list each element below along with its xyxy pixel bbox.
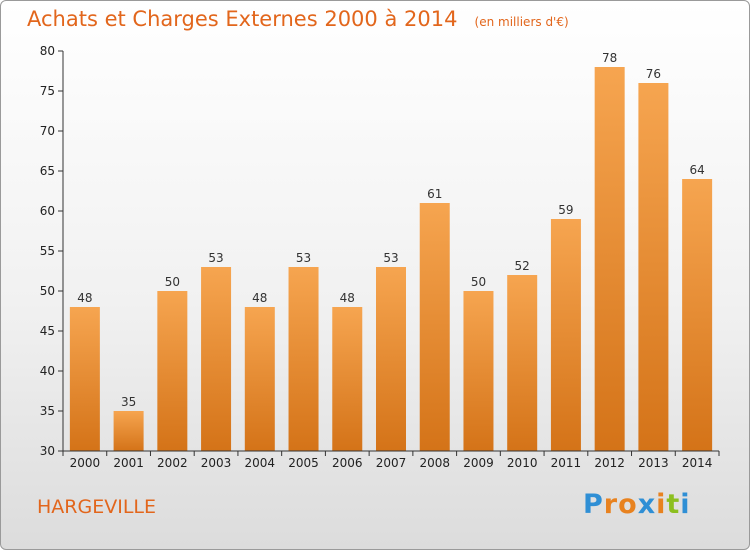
- x-tick-label-2011: 2011: [551, 456, 582, 470]
- bar-2010: [507, 275, 538, 451]
- y-tick-label: 35: [40, 404, 55, 418]
- logo-letter: t: [666, 489, 681, 520]
- logo-letter: i: [680, 489, 691, 520]
- bar-2009: [463, 291, 494, 451]
- bar-2001: [113, 411, 144, 451]
- bar-2005: [288, 267, 319, 451]
- bar-2008: [419, 203, 450, 451]
- bar-2003: [201, 267, 232, 451]
- bar-2013: [638, 83, 669, 451]
- data-label-2008: 61: [427, 187, 442, 201]
- x-tick-label-2006: 2006: [332, 456, 363, 470]
- y-tick-label: 45: [40, 324, 55, 338]
- y-tick-label: 30: [40, 444, 55, 458]
- chart-header: Achats et Charges Externes 2000 à 2014 (…: [27, 7, 569, 31]
- data-label-2006: 48: [340, 291, 355, 305]
- x-tick-label-2014: 2014: [682, 456, 713, 470]
- x-tick-label-2009: 2009: [463, 456, 494, 470]
- bars: 48 35 50 53 48 53 48 53 61 50 52 59 78 76 64: [69, 51, 713, 451]
- data-label-2011: 59: [558, 203, 573, 217]
- logo-letter: r: [603, 489, 619, 520]
- y-tick-label: 55: [40, 244, 55, 258]
- data-label-2001: 35: [121, 395, 136, 409]
- bar-2002: [157, 291, 188, 451]
- x-tick-label-2008: 2008: [419, 456, 450, 470]
- chart-title: Achats et Charges Externes 2000 à 2014: [27, 7, 458, 31]
- bar-2014: [682, 179, 713, 451]
- bar-2004: [244, 307, 275, 451]
- y-tick-label: 65: [40, 164, 55, 178]
- data-label-2003: 53: [208, 251, 223, 265]
- data-label-2013: 76: [646, 67, 661, 81]
- logo-letter: o: [618, 489, 638, 520]
- x-tick-label-2003: 2003: [201, 456, 232, 470]
- logo-letter: i: [656, 489, 667, 520]
- y-tick-label: 80: [40, 44, 55, 58]
- bar-2011: [550, 219, 581, 451]
- data-label-2010: 52: [515, 259, 530, 273]
- x-axis: 2000 2001 2002 2003 2004 2005 2006 2007 2008 2009…: [62, 450, 720, 470]
- y-tick-label: 75: [40, 84, 55, 98]
- x-tick-label-2002: 2002: [157, 456, 188, 470]
- data-label-2014: 64: [689, 163, 704, 177]
- x-tick-label-2013: 2013: [638, 456, 669, 470]
- x-tick-label-2007: 2007: [376, 456, 407, 470]
- data-label-2009: 50: [471, 275, 486, 289]
- data-label-2000: 48: [77, 291, 92, 305]
- x-tick-label-2012: 2012: [594, 456, 625, 470]
- x-tick-label-2000: 2000: [70, 456, 101, 470]
- x-tick-label-2010: 2010: [507, 456, 538, 470]
- bar-2000: [69, 307, 100, 451]
- city-name: HARGEVILLE: [37, 496, 156, 518]
- bar-2006: [332, 307, 363, 451]
- y-tick-label: 40: [40, 364, 55, 378]
- chart-subtitle: (en milliers d'€): [474, 15, 569, 29]
- data-label-2005: 53: [296, 251, 311, 265]
- logo-letter: x: [637, 489, 657, 520]
- data-label-2002: 50: [165, 275, 180, 289]
- proxiti-logo: Proxiti: [583, 489, 691, 520]
- bar-2012: [594, 67, 625, 451]
- data-label-2012: 78: [602, 51, 617, 65]
- y-tick-label: 60: [40, 204, 55, 218]
- x-tick-label-2001: 2001: [113, 456, 144, 470]
- bar-2007: [376, 267, 406, 451]
- x-tick-label-2004: 2004: [245, 456, 276, 470]
- y-axis: 30 35 40 45 50 55 60 65 70 75 80: [40, 44, 64, 458]
- data-label-2004: 48: [252, 291, 267, 305]
- y-tick-label: 70: [40, 124, 55, 138]
- y-tick-label: 50: [40, 284, 55, 298]
- logo-letter: P: [583, 489, 604, 520]
- data-label-2007: 53: [383, 251, 398, 265]
- x-tick-label-2005: 2005: [288, 456, 319, 470]
